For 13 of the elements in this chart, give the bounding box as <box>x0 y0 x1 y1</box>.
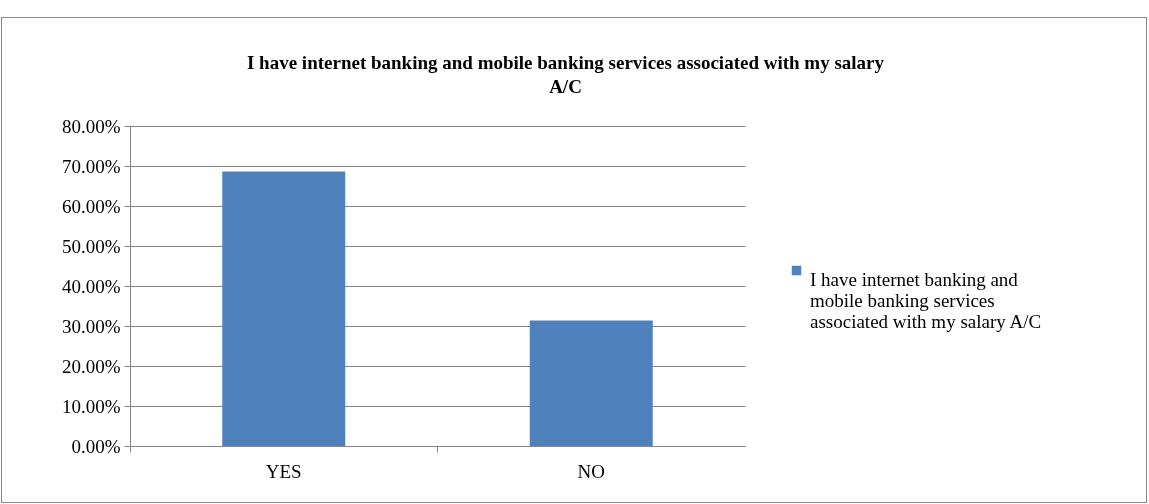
y-tick-label: 80.00% <box>61 115 121 137</box>
y-tick-label: 60.00% <box>61 195 121 217</box>
y-tick-label: 0.00% <box>71 435 121 457</box>
y-tick-label: 10.00% <box>61 395 121 417</box>
x-tick-label: YES <box>265 460 302 482</box>
y-tick-label: 20.00% <box>61 355 121 377</box>
y-tick-label: 30.00% <box>61 315 121 337</box>
chart-title: I have internet banking and mobile banking services associated with my salary A/C <box>246 52 885 97</box>
y-tick-label: 40.00% <box>61 275 121 297</box>
y-tick-label: 70.00% <box>61 155 121 177</box>
legend-label: I have internet banking and mobile banking services associated with my salary A/C <box>810 268 1042 332</box>
y-tick-label: 50.00% <box>61 235 121 257</box>
x-tick-label: NO <box>577 460 605 482</box>
